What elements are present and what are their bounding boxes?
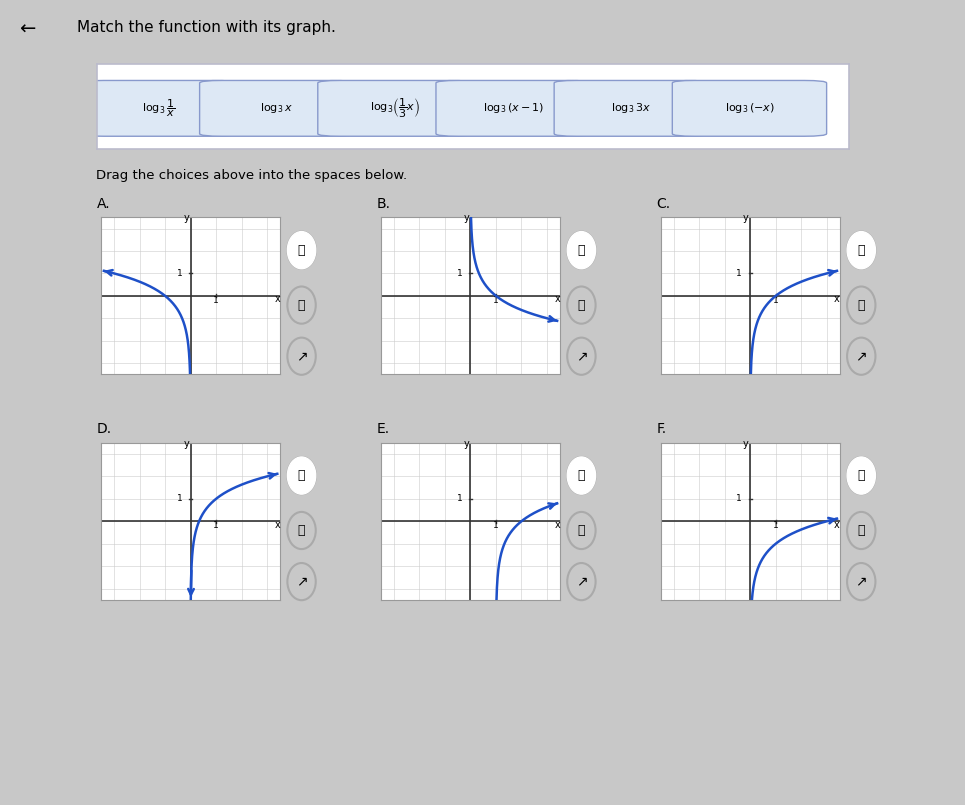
Text: $\log_3 x$: $\log_3 x$ xyxy=(261,101,293,115)
Text: E.: E. xyxy=(376,423,390,436)
Text: $\log_3(x-1)$: $\log_3(x-1)$ xyxy=(482,101,543,115)
Text: 1: 1 xyxy=(493,296,499,305)
Text: x: x xyxy=(274,294,280,304)
Text: 🔍: 🔍 xyxy=(298,469,305,482)
FancyBboxPatch shape xyxy=(554,80,708,136)
Text: 🔍: 🔍 xyxy=(578,524,585,537)
Text: 1: 1 xyxy=(177,494,182,503)
Text: 🔍: 🔍 xyxy=(298,244,305,257)
Text: 1: 1 xyxy=(736,269,742,278)
Text: y: y xyxy=(463,213,469,224)
Text: ↗: ↗ xyxy=(295,575,308,588)
Text: y: y xyxy=(183,439,189,449)
Text: A.: A. xyxy=(96,197,110,211)
Text: $\log_3\!\left(\dfrac{1}{3}x\right)$: $\log_3\!\left(\dfrac{1}{3}x\right)$ xyxy=(370,97,420,120)
Text: ↗: ↗ xyxy=(575,575,588,588)
FancyBboxPatch shape xyxy=(436,80,591,136)
Text: $\log_3(-x)$: $\log_3(-x)$ xyxy=(725,101,774,115)
Text: 1: 1 xyxy=(456,269,462,278)
Text: 🔍: 🔍 xyxy=(858,524,865,537)
Text: 🔍: 🔍 xyxy=(578,299,585,312)
Text: 1: 1 xyxy=(493,522,499,530)
Text: 1: 1 xyxy=(213,522,219,530)
Text: $\log_3\dfrac{1}{x}$: $\log_3\dfrac{1}{x}$ xyxy=(142,97,176,119)
Text: B.: B. xyxy=(376,197,391,211)
Text: Drag the choices above into the spaces below.: Drag the choices above into the spaces b… xyxy=(96,169,407,182)
Text: D.: D. xyxy=(96,423,112,436)
Text: x: x xyxy=(834,519,840,530)
Text: x: x xyxy=(834,294,840,304)
Text: y: y xyxy=(183,213,189,224)
Text: 🔍: 🔍 xyxy=(578,244,585,257)
Circle shape xyxy=(847,457,875,494)
Circle shape xyxy=(847,232,875,269)
FancyBboxPatch shape xyxy=(673,80,827,136)
FancyBboxPatch shape xyxy=(317,80,472,136)
Circle shape xyxy=(567,457,595,494)
Text: 1: 1 xyxy=(773,522,779,530)
Circle shape xyxy=(567,232,595,269)
Text: 🔍: 🔍 xyxy=(578,469,585,482)
Circle shape xyxy=(288,457,316,494)
Text: ↗: ↗ xyxy=(855,575,868,588)
Text: 1: 1 xyxy=(773,296,779,305)
Text: ↗: ↗ xyxy=(295,349,308,363)
Text: 🔍: 🔍 xyxy=(858,244,865,257)
Text: 1: 1 xyxy=(736,494,742,503)
Text: 🔍: 🔍 xyxy=(858,469,865,482)
Text: 🔍: 🔍 xyxy=(298,299,305,312)
Text: x: x xyxy=(554,294,560,304)
Text: x: x xyxy=(274,519,280,530)
FancyBboxPatch shape xyxy=(200,80,354,136)
Text: ↗: ↗ xyxy=(575,349,588,363)
Text: 🔍: 🔍 xyxy=(858,299,865,312)
Text: 1: 1 xyxy=(456,494,462,503)
Text: y: y xyxy=(743,439,749,449)
Text: y: y xyxy=(743,213,749,224)
Text: 1: 1 xyxy=(177,269,182,278)
Text: $\log_3 3x$: $\log_3 3x$ xyxy=(612,101,651,115)
Text: F.: F. xyxy=(656,423,666,436)
Text: ↗: ↗ xyxy=(855,349,868,363)
Text: 🔍: 🔍 xyxy=(298,524,305,537)
Text: y: y xyxy=(463,439,469,449)
Text: Match the function with its graph.: Match the function with its graph. xyxy=(77,20,336,35)
Text: 1: 1 xyxy=(213,296,219,305)
Text: ←: ← xyxy=(19,20,36,39)
Circle shape xyxy=(288,232,316,269)
Text: C.: C. xyxy=(656,197,671,211)
Text: x: x xyxy=(554,519,560,530)
FancyBboxPatch shape xyxy=(81,80,235,136)
